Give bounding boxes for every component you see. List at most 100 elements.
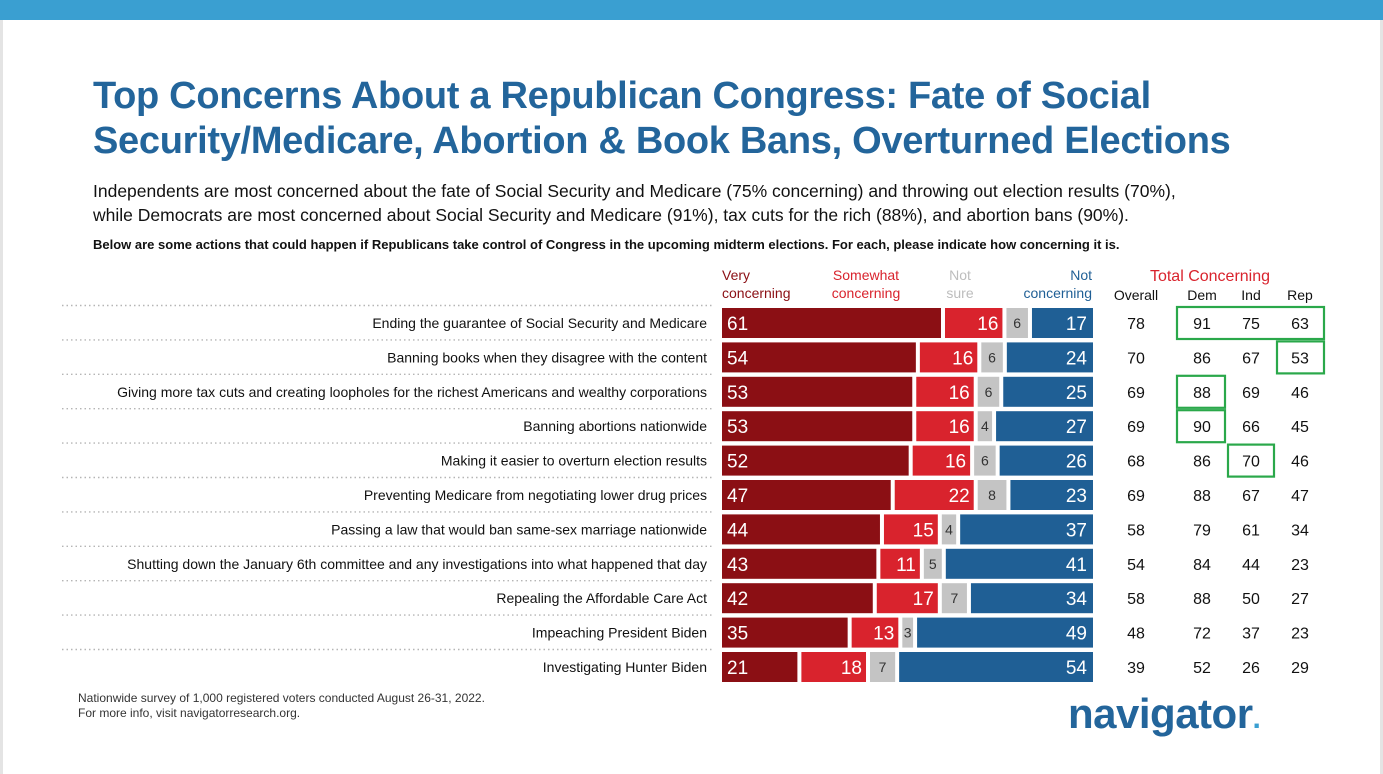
total-concerning-value: 44 [1242, 557, 1260, 574]
category-label: Impeaching President Biden [532, 625, 707, 641]
bar-value-label: 54 [1066, 658, 1088, 679]
bar-value-label: 43 [727, 555, 748, 576]
total-concerning-value: 86 [1193, 454, 1211, 471]
bar-value-label: 16 [945, 452, 966, 473]
category-label: Ending the guarantee of Social Security … [372, 315, 707, 331]
bar-value-label: 4 [981, 418, 989, 434]
bar-segment [981, 342, 1003, 373]
legend-somewhat-concerning: Somewhat concerning [824, 266, 908, 302]
total-concerning-value: 63 [1291, 316, 1309, 333]
bar-value-label: 47 [727, 486, 748, 507]
top-accent-bar [0, 0, 1383, 20]
highlight-box [1175, 374, 1227, 409]
bar-value-label: 17 [1066, 314, 1087, 335]
bar-value-label: 15 [913, 520, 934, 541]
total-concerning-value: 69 [1127, 488, 1145, 505]
total-concerning-value: 72 [1193, 626, 1211, 643]
bar-value-label: 16 [949, 417, 970, 438]
bar-segment [996, 411, 1093, 442]
bar-value-label: 13 [873, 624, 894, 645]
bar-segment [722, 411, 913, 442]
legend-very-line2: concerning [722, 285, 791, 301]
highlight-box [1275, 340, 1326, 375]
total-concerning-value: 27 [1291, 591, 1309, 608]
subtitle-line: Independents are most concerned about th… [93, 181, 1176, 201]
bar-value-label: 44 [727, 520, 749, 541]
bar-segment [722, 548, 877, 579]
total-concerning-value: 70 [1127, 350, 1145, 367]
highlight-box [1175, 305, 1326, 341]
footer-note: Nationwide survey of 1,000 registered vo… [78, 691, 485, 721]
bar-value-label: 22 [949, 486, 970, 507]
bar-segment [870, 652, 896, 682]
bar-segment [894, 480, 974, 510]
total-concerning-value: 88 [1193, 591, 1211, 608]
bar-value-label: 11 [896, 555, 916, 576]
legend-not-sure: Not sure [938, 266, 982, 302]
navigator-logo: navigator. [1068, 690, 1261, 738]
bar-segment [722, 445, 909, 476]
total-concerning-value: 58 [1127, 522, 1145, 539]
bar-value-label: 27 [1066, 417, 1087, 438]
legend-somewhat-line1: Somewhat [832, 267, 900, 283]
bar-segment [912, 445, 971, 476]
total-concerning-value: 50 [1242, 591, 1260, 608]
bar-segment [883, 514, 938, 545]
total-concerning-value: 39 [1127, 660, 1145, 677]
bar-value-label: 6 [985, 384, 993, 400]
total-concerning-value: 46 [1291, 385, 1309, 402]
bar-value-label: 25 [1066, 383, 1087, 404]
bar-segment [977, 411, 993, 442]
bar-value-label: 16 [952, 348, 973, 369]
bar-value-label: 6 [988, 349, 996, 365]
footer-line: For more info, visit navigatorresearch.o… [78, 706, 301, 720]
category-label: Banning books when they disagree with th… [387, 349, 707, 365]
total-concerning-value: 37 [1242, 626, 1260, 643]
total-concerning-value: 47 [1291, 488, 1309, 505]
chart-subtitle: Independents are most concerned about th… [93, 179, 1373, 227]
highlight-box [1175, 409, 1227, 444]
bar-segment [916, 376, 974, 407]
bar-value-label: 53 [727, 383, 748, 404]
total-concerning-value: 67 [1242, 488, 1260, 505]
total-concerning-value: 54 [1127, 557, 1145, 574]
legend-notsure-line1: Not [949, 267, 971, 283]
chart-title-line: Security/Medicare, Abortion & Book Bans,… [93, 120, 1231, 162]
bar-value-label: 4 [945, 521, 953, 537]
total-concerning-value: 68 [1127, 454, 1145, 471]
total-concerning-value: 26 [1242, 660, 1260, 677]
bar-value-label: 16 [949, 383, 970, 404]
footer-line: Nationwide survey of 1,000 registered vo… [78, 691, 485, 705]
bar-value-label: 6 [1013, 315, 1021, 331]
bar-value-label: 6 [981, 453, 989, 469]
bar-segment [722, 342, 916, 373]
bar-segment [851, 617, 899, 648]
total-concerning-value: 90 [1193, 419, 1211, 436]
bar-segment [722, 617, 848, 648]
bar-value-label: 34 [1066, 589, 1088, 610]
bar-segment [919, 342, 978, 373]
bar-value-label: 41 [1066, 555, 1087, 576]
bar-segment [876, 583, 938, 614]
bar-value-label: 18 [841, 658, 862, 679]
total-concerning-value: 34 [1291, 522, 1309, 539]
right-frame-border [1380, 20, 1383, 774]
bar-value-label: 42 [727, 589, 748, 610]
bar-segment [923, 548, 942, 579]
total-concerning-value: 88 [1193, 488, 1211, 505]
logo-dot: . [1252, 702, 1261, 735]
total-concerning-value: 78 [1127, 316, 1145, 333]
legend-very-concerning: Very concerning [722, 266, 802, 302]
bar-segment [722, 652, 798, 682]
total-concerning-value: 23 [1291, 557, 1309, 574]
bar-segment [977, 480, 1007, 510]
bar-value-label: 35 [727, 624, 748, 645]
column-header-rep: Rep [1287, 287, 1313, 303]
category-label: Giving more tax cuts and creating loopho… [117, 384, 707, 400]
bar-value-label: 26 [1066, 452, 1087, 473]
total-concerning-header: Total Concerning [1149, 268, 1271, 285]
bar-segment [722, 514, 880, 545]
total-concerning-value: 45 [1291, 419, 1309, 436]
total-concerning-value: 23 [1291, 626, 1309, 643]
bar-value-label: 21 [727, 658, 748, 679]
